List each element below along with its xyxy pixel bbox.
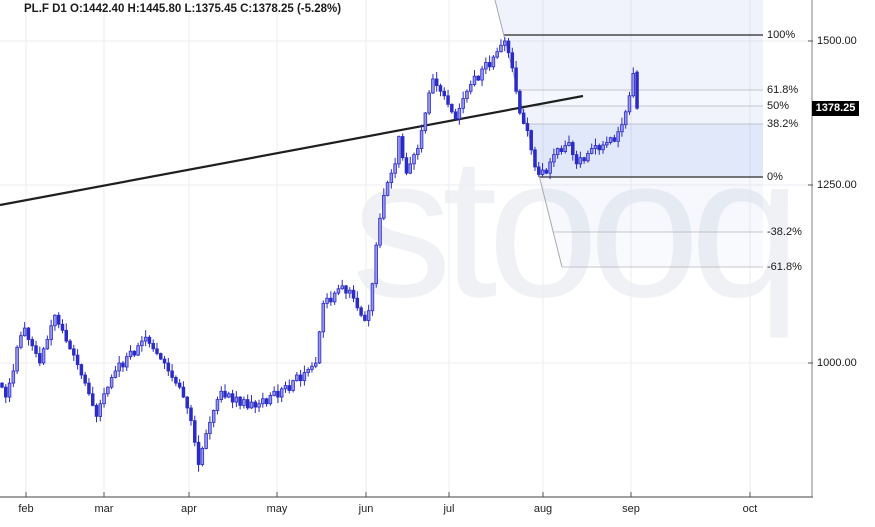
month-label: feb xyxy=(18,503,34,515)
fib-level-label: 50% xyxy=(767,100,790,112)
month-label: oct xyxy=(742,503,758,515)
month-label: aug xyxy=(533,503,553,515)
price-tick-label: 1250.00 xyxy=(817,179,857,191)
month-label: sep xyxy=(622,503,640,515)
fib-level-label: 100% xyxy=(767,29,796,41)
month-label: jun xyxy=(358,503,374,515)
ohlc-header: PL.F D1 O:1442.40 H:1445.80 L:1375.45 C:… xyxy=(24,3,342,15)
fib-level-label: -38.2% xyxy=(767,226,802,238)
month-label: may xyxy=(266,503,288,515)
last-price-badge: 1378.25 xyxy=(812,100,859,116)
fib-level-label: -61.8% xyxy=(767,261,802,273)
candles xyxy=(0,37,639,472)
fib-level-label: 0% xyxy=(767,171,783,183)
fib-level-label: 38.2% xyxy=(767,118,799,130)
price-tick-label: 1000.00 xyxy=(817,357,857,369)
month-label: apr xyxy=(181,503,197,515)
month-label: mar xyxy=(94,503,114,515)
price-tick-label: 1500.00 xyxy=(817,35,857,47)
fib-level-label: 61.8% xyxy=(767,84,799,96)
month-label: jul xyxy=(443,503,455,515)
